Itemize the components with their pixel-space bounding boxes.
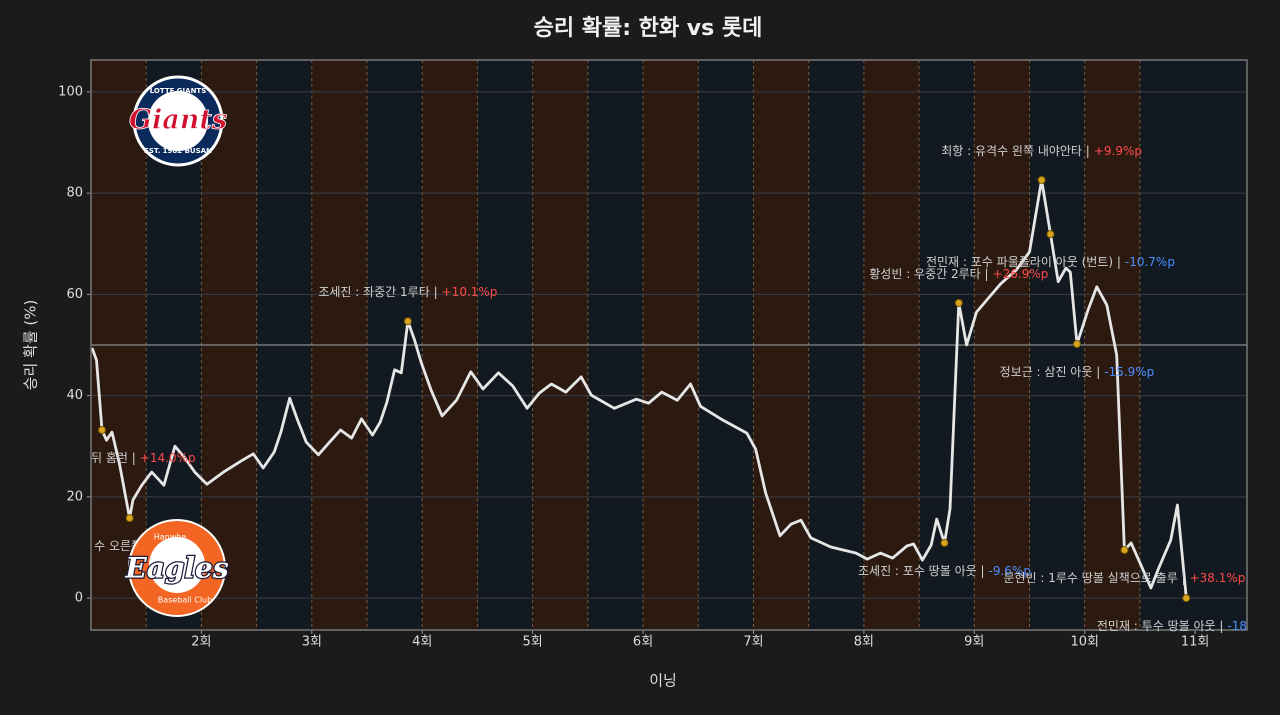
x-tick-label: 7회	[743, 635, 763, 650]
logo-text: Baseball Club	[158, 596, 212, 605]
event-label: 조세진 : 좌중간 1루타 |	[318, 285, 437, 299]
y-tick-label: 0	[75, 591, 83, 606]
event-marker	[1037, 175, 1046, 184]
x-tick-label: 11회	[1181, 635, 1210, 650]
logo-name: Giants	[129, 105, 227, 136]
logo-name: Eagles	[124, 552, 229, 585]
event-marker	[954, 298, 963, 307]
event-annotation: 전민재 : 투수 땅볼 아웃 | -18	[1097, 619, 1247, 633]
logo-text: LOTTE GIANTS	[150, 87, 207, 95]
event-marker	[403, 317, 412, 326]
event-annotation: 문현빈 : 1루수 땅볼 실책으로 출루 | +38.1%p	[1003, 570, 1245, 585]
event-label: 최항 : 유격수 왼쪽 내야안타 |	[941, 143, 1090, 157]
event-marker	[940, 538, 949, 547]
event-marker	[98, 426, 107, 435]
event-marker	[1072, 339, 1081, 348]
x-tick-label: 3회	[302, 635, 322, 650]
logo-center	[148, 91, 208, 151]
event-label: 뒤 홈런 |	[91, 451, 136, 465]
event-marker	[125, 514, 134, 523]
event-delta: +14.0%p	[140, 451, 196, 465]
event-label: 황성빈 : 우중간 2루타 |	[869, 266, 988, 280]
event-annotation: 황성빈 : 우중간 2루타 | +26.9%p	[869, 266, 1048, 280]
plot-area: 0 20 40 60 80 100 2회 3회 4회 5회 6회 7회 8회 9회 10회 11회 뒤 홈런 |…	[58, 59, 1248, 650]
x-tick-label: 5회	[523, 635, 543, 650]
event-delta: -18	[1227, 619, 1247, 633]
y-tick-label: 100	[58, 84, 83, 99]
x-tick-label: 10회	[1070, 635, 1099, 650]
logo-text: Hanwha	[154, 533, 187, 542]
logo-center	[149, 537, 205, 593]
event-delta: -9.6%p	[989, 563, 1031, 577]
event-label: 전민재 : 투수 땅볼 아웃 |	[1097, 619, 1224, 633]
event-label: 정보근 : 삼진 아웃 |	[1000, 364, 1101, 378]
event-label: 수 오른쪽	[94, 539, 142, 553]
event-annotation: 최항 : 유격수 왼쪽 내야안타 | +9.9%p	[941, 143, 1142, 157]
event-label: 조세진 : 포수 땅볼 아웃 |	[858, 563, 985, 577]
event-marker	[1182, 594, 1191, 603]
x-tick-label: 9회	[964, 635, 984, 650]
x-tick-label: 4회	[412, 635, 432, 650]
giants-logo: LOTTE GIANTS Giants EST. 1982 BUSAN	[129, 75, 227, 167]
x-axis-label: 이닝	[649, 672, 677, 690]
event-annotation: 조세진 : 좌중간 1루타 | +10.1%p	[318, 285, 497, 299]
event-delta: +38.1%p	[1190, 571, 1246, 585]
event-annotation: 조세진 : 포수 땅볼 아웃 | -9.6%p	[858, 563, 1031, 577]
x-tick-label: 6회	[633, 635, 653, 650]
x-tick-label: 2회	[191, 635, 211, 650]
win-probability-line	[90, 178, 1188, 599]
logo-text: EST. 1982 BUSAN	[144, 147, 212, 155]
event-delta: +26.9%p	[993, 266, 1049, 280]
event-marker	[1120, 546, 1129, 555]
event-delta: -10.7%p	[1125, 255, 1175, 269]
x-tick-label: 8회	[854, 635, 874, 650]
logos: LOTTE GIANTS Giants EST. 1982 BUSAN Hanw…	[123, 75, 230, 617]
event-delta: +9.9%p	[1094, 143, 1142, 157]
eagles-logo: Hanwha Eagles Baseball Club	[123, 519, 230, 617]
event-annotation: 뒤 홈런 | +14.0%p	[91, 451, 196, 465]
event-delta: -15.9%p	[1104, 364, 1154, 378]
event-marker	[1046, 230, 1055, 239]
y-tick-label: 40	[66, 388, 83, 403]
event-delta: +10.1%p	[442, 285, 498, 299]
event-label: 전민재 : 포수 파울플라이 아웃 (번트) |	[926, 255, 1121, 269]
event-annotation: 정보근 : 삼진 아웃 | -15.9%p	[1000, 364, 1155, 378]
plot-frame	[90, 59, 1248, 631]
y-tick-label: 20	[66, 489, 83, 504]
event-annotation: 전민재 : 포수 파울플라이 아웃 (번트) | -10.7%p	[926, 255, 1175, 269]
y-tick-label: 80	[66, 186, 83, 201]
y-tick-label: 60	[66, 287, 83, 302]
chart-title: 승리 확률: 한화 vs 롯데	[534, 16, 763, 41]
event-label: 문현빈 : 1루수 땅볼 실책으로 출루 |	[1003, 570, 1185, 585]
y-axis-label: 승리 확률 (%)	[22, 300, 40, 391]
